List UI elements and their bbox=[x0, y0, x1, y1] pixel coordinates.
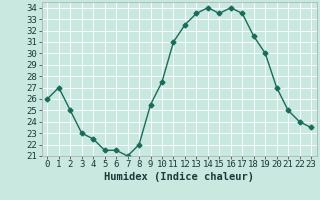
X-axis label: Humidex (Indice chaleur): Humidex (Indice chaleur) bbox=[104, 172, 254, 182]
